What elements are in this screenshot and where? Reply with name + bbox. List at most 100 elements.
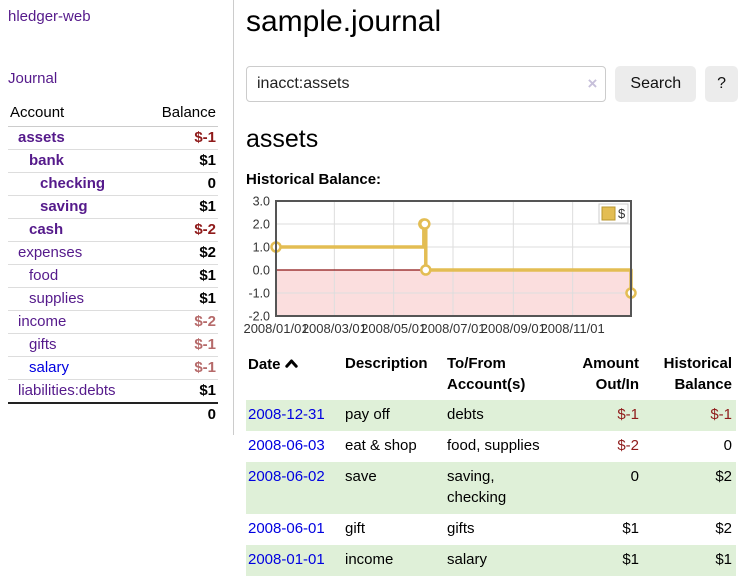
account-link[interactable]: income: [18, 313, 66, 330]
page-title: sample.journal: [246, 5, 738, 39]
transaction-balance: 0: [643, 431, 736, 462]
account-row: liabilities:debts $1: [8, 380, 218, 404]
account-row: bank $1: [8, 150, 218, 173]
account-link[interactable]: supplies: [29, 290, 84, 307]
account-row: food $1: [8, 265, 218, 288]
search-bar: × Search ?: [246, 66, 738, 102]
transaction-date-link[interactable]: 2008-01-01: [248, 551, 325, 568]
transaction-description: eat & shop: [343, 431, 445, 462]
svg-text:-1.0: -1.0: [248, 287, 270, 301]
transaction-amount: $-2: [557, 431, 643, 462]
transaction-amount: $1: [557, 514, 643, 545]
account-link[interactable]: salary: [29, 359, 69, 376]
transaction-date-link[interactable]: 2008-06-01: [248, 520, 325, 537]
transaction-balance: $1: [643, 545, 736, 576]
account-balance: $-2: [145, 311, 218, 334]
transaction-accounts: debts: [445, 400, 557, 431]
account-balance: $1: [145, 380, 218, 404]
account-link[interactable]: checking: [40, 175, 105, 192]
transaction-balance: $-1: [643, 400, 736, 431]
transaction-balance: $2: [643, 462, 736, 515]
transaction-amount: $1: [557, 545, 643, 576]
account-balance: $1: [145, 288, 218, 311]
account-link[interactable]: cash: [29, 221, 63, 238]
svg-text:2008/11/01: 2008/11/01: [541, 321, 605, 336]
accounts-header-row: Account Balance: [8, 101, 218, 127]
transaction-row: 2008-06-03eat & shopfood, supplies$-20: [246, 431, 736, 462]
svg-text:0.0: 0.0: [253, 264, 270, 278]
account-row: supplies $1: [8, 288, 218, 311]
transaction-row: 2008-06-02 savesaving, checking0$2: [246, 462, 736, 515]
transaction-accounts: saving, checking: [445, 462, 557, 515]
chart-title: Historical Balance:: [246, 171, 738, 188]
account-balance: $-1: [145, 127, 218, 150]
transaction-description: pay off: [343, 400, 445, 431]
search-input[interactable]: [246, 66, 606, 102]
app-title-link[interactable]: hledger-web: [8, 8, 91, 25]
register-header-date: Date: [246, 350, 343, 400]
clear-search-icon[interactable]: ×: [587, 74, 597, 93]
account-link[interactable]: assets: [18, 129, 65, 146]
balance-chart: $3.02.01.00.0-1.0-2.02008/01/012008/03/0…: [246, 197, 738, 339]
account-heading: assets: [246, 125, 738, 154]
transaction-row: 2008-12-31pay offdebts$-1$-1: [246, 400, 736, 431]
svg-text:2008/07/01: 2008/07/01: [420, 321, 485, 336]
sidebar: hledger-web Journal Account Balance asse…: [8, 8, 230, 426]
account-balance: $1: [145, 265, 218, 288]
transaction-amount: $-1: [557, 400, 643, 431]
transaction-date-link[interactable]: 2008-06-03: [248, 437, 325, 454]
svg-text:2008/09/01: 2008/09/01: [481, 321, 546, 336]
chart-legend: $: [599, 204, 628, 223]
svg-text:2008/01/01: 2008/01/01: [243, 321, 308, 336]
accounts-header-account: Account: [8, 101, 145, 127]
account-link[interactable]: bank: [29, 152, 64, 169]
account-balance: $-1: [145, 357, 218, 380]
account-balance: $-1: [145, 334, 218, 357]
sidebar-item-journal[interactable]: Journal: [8, 70, 57, 87]
help-button[interactable]: ?: [705, 66, 738, 102]
register-header-accounts: To/From Account(s): [445, 350, 557, 400]
search-button[interactable]: Search: [615, 66, 696, 102]
accounts-total-row: 0: [8, 403, 218, 426]
account-balance: $-2: [145, 219, 218, 242]
account-balance: 0: [145, 173, 218, 196]
sidebar-divider: [233, 0, 234, 435]
account-row: cash $-2: [8, 219, 218, 242]
account-row: expenses$2: [8, 242, 218, 265]
hledger-web-page: hledger-web Journal Account Balance asse…: [0, 0, 742, 582]
transaction-description: save: [343, 462, 445, 515]
account-balance: $1: [145, 150, 218, 173]
account-row: assets $-1: [8, 127, 218, 150]
account-link[interactable]: expenses: [18, 244, 82, 261]
register-header-row: Date Description To/From Account(s) Amou…: [246, 350, 736, 400]
account-row: saving $1: [8, 196, 218, 219]
account-row: income $-2: [8, 311, 218, 334]
register-header-balance: Historical Balance: [643, 350, 736, 400]
transaction-accounts: salary: [445, 545, 557, 576]
account-row: salary $-1: [8, 357, 218, 380]
register-table: Date Description To/From Account(s) Amou…: [246, 350, 736, 576]
transaction-balance: $2: [643, 514, 736, 545]
transaction-date-link[interactable]: 2008-12-31: [248, 406, 325, 423]
svg-text:2008/05/01: 2008/05/01: [361, 321, 426, 336]
account-balance: $1: [145, 196, 218, 219]
transaction-row: 2008-06-01 giftgifts$1$2: [246, 514, 736, 545]
account-link[interactable]: food: [29, 267, 58, 284]
accounts-total-balance: 0: [145, 403, 218, 426]
account-row: gifts $-1: [8, 334, 218, 357]
account-link[interactable]: saving: [40, 198, 88, 215]
transaction-description: gift: [343, 514, 445, 545]
transaction-accounts: gifts: [445, 514, 557, 545]
svg-text:3.0: 3.0: [253, 195, 270, 209]
accounts-table: Account Balance assets $-1 bank $1 checking 0…: [8, 101, 218, 426]
register-body: 2008-12-31pay offdebts$-1$-12008-06-03ea…: [246, 400, 736, 576]
transaction-amount: 0: [557, 462, 643, 515]
sort-ascending-icon: [285, 353, 298, 374]
account-link[interactable]: gifts: [29, 336, 57, 353]
transaction-date-link[interactable]: 2008-06-02: [248, 468, 325, 485]
transaction-row: 2008-01-01incomesalary$1$1: [246, 545, 736, 576]
account-row: checking 0: [8, 173, 218, 196]
svg-text:2008/03/01: 2008/03/01: [302, 321, 367, 336]
account-link[interactable]: liabilities:debts: [18, 382, 116, 399]
register-header-amount: Amount Out/In: [557, 350, 643, 400]
